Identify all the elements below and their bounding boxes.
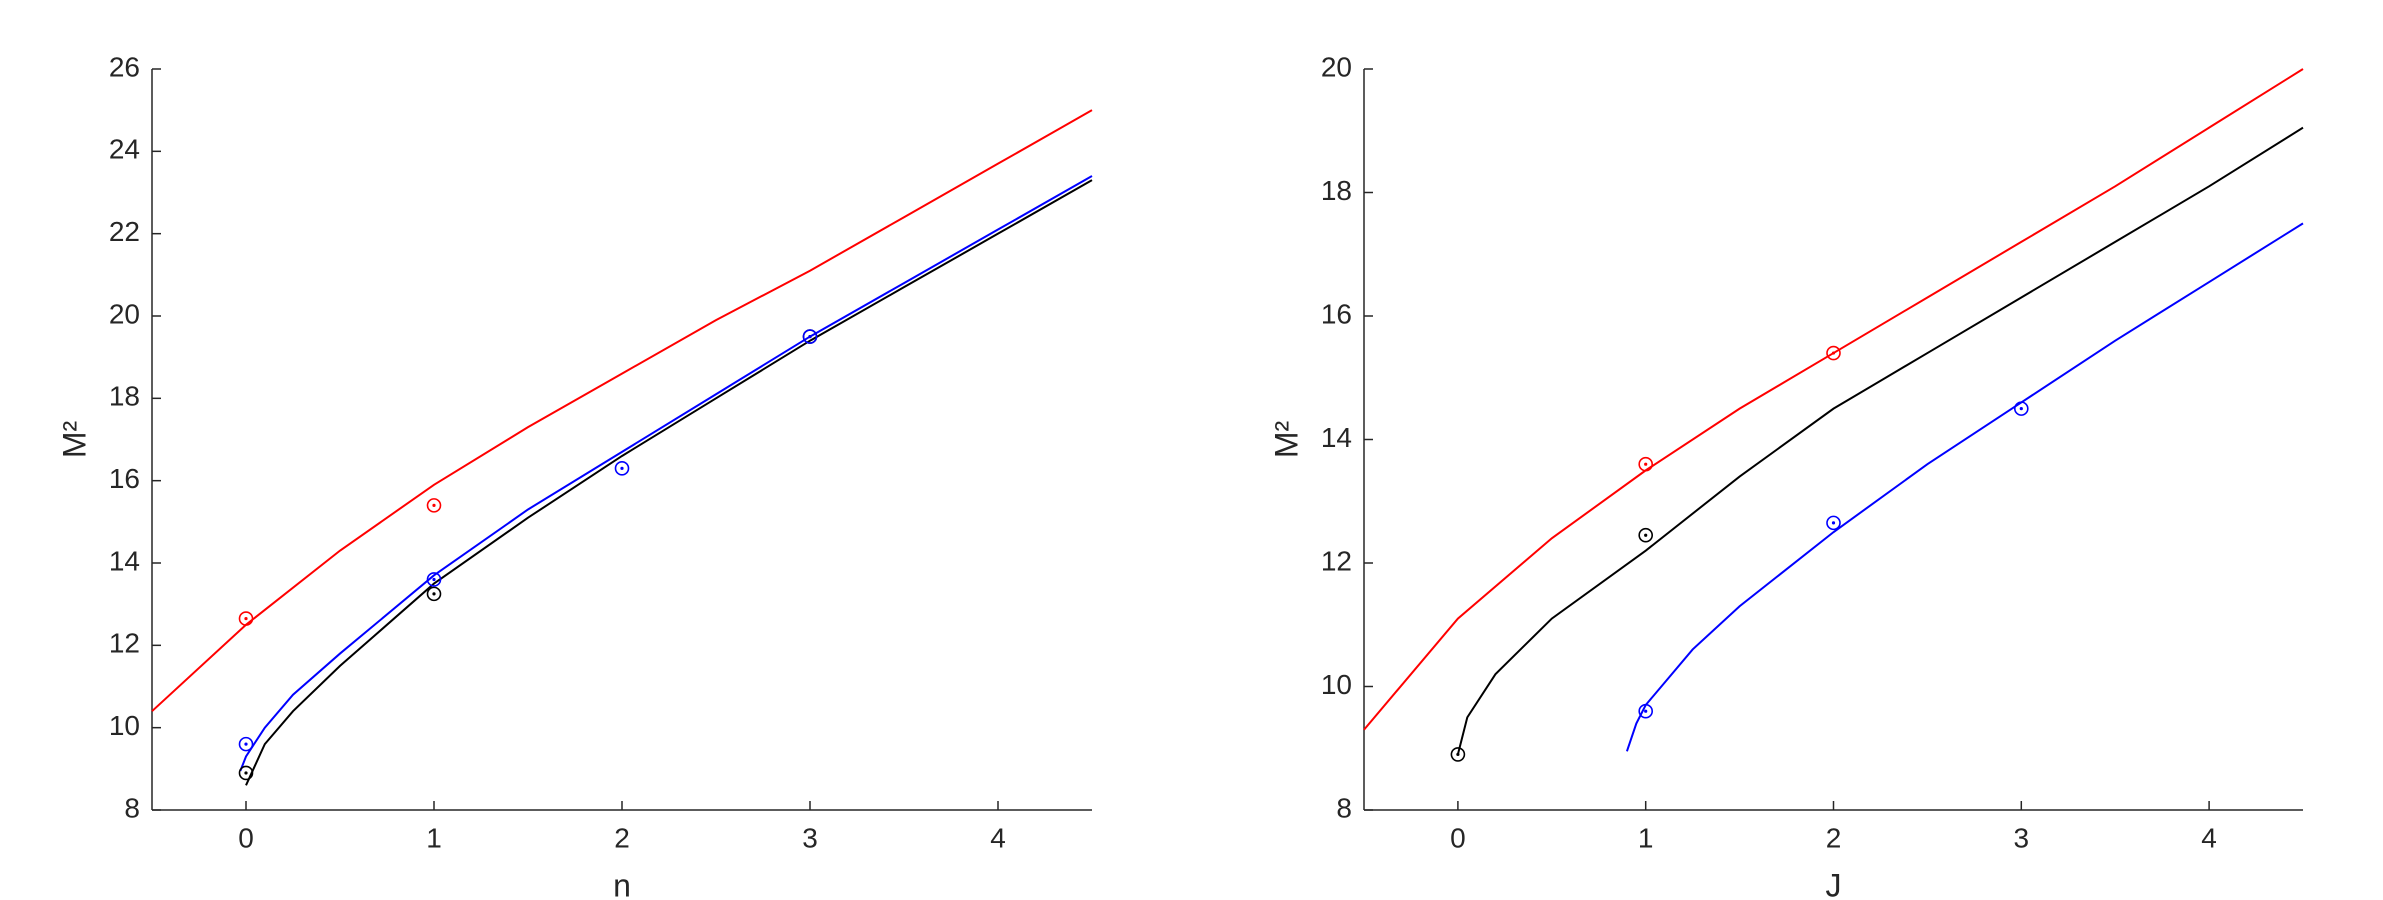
marker-dot	[1831, 521, 1836, 525]
marker-dot	[244, 771, 248, 775]
fit-curve	[1456, 126, 2304, 755]
marker-ring	[1638, 703, 1653, 719]
marker-ring	[426, 572, 442, 587]
data-point	[1450, 747, 1466, 762]
fit-curve	[1363, 68, 2304, 731]
y-tick-label: 8	[1336, 792, 1352, 823]
marker-dot	[432, 592, 436, 596]
marker-ring	[802, 329, 818, 344]
data-point	[1638, 527, 1653, 543]
data-point	[238, 611, 254, 626]
x-tick-label: 0	[1450, 822, 1466, 853]
marker-dot	[432, 503, 436, 507]
x-tick-label: 4	[2201, 822, 2217, 853]
marker-dot	[244, 616, 248, 621]
marker-ring	[1826, 345, 1841, 361]
y-tick-label: 10	[109, 710, 140, 741]
y-tick-label: 20	[1321, 51, 1352, 82]
y-tick-label: 14	[1321, 422, 1352, 453]
data-point	[238, 736, 254, 752]
x-tick-label: 0	[238, 822, 254, 853]
y-tick-label: 14	[109, 545, 140, 576]
data-point	[238, 765, 254, 781]
y-tick-label: 10	[1321, 669, 1352, 700]
fit-curve	[239, 175, 1093, 772]
data-point	[1826, 515, 1841, 531]
y-tick-label: 18	[1321, 175, 1352, 206]
marker-ring	[426, 586, 442, 602]
marker-dot	[2019, 407, 2023, 411]
marker-ring	[238, 765, 254, 781]
marker-ring	[614, 461, 630, 476]
y-tick-label: 26	[109, 51, 140, 82]
marker-ring	[1638, 456, 1653, 472]
marker-ring	[1638, 527, 1653, 543]
x-tick-label: 3	[2014, 822, 2030, 853]
x-tick-label: 1	[1638, 822, 1654, 853]
marker-dot	[1644, 462, 1648, 466]
y-axis-label: M²	[1268, 421, 1304, 459]
marker-dot	[1644, 709, 1648, 713]
marker-ring	[238, 611, 254, 626]
marker-dot	[1831, 351, 1836, 355]
data-point	[426, 498, 442, 513]
x-tick-label: 3	[802, 822, 818, 853]
y-tick-label: 16	[1321, 298, 1352, 329]
marker-dot	[1644, 533, 1648, 537]
x-axis-label: n	[613, 867, 631, 900]
data-point	[426, 586, 442, 602]
marker-dot	[1456, 752, 1460, 757]
data-point	[802, 329, 818, 344]
marker-ring	[2014, 401, 2029, 416]
x-tick-label: 1	[426, 822, 442, 853]
data-point	[1638, 456, 1653, 472]
marker-ring	[1450, 747, 1466, 762]
marker-dot	[244, 742, 248, 746]
marker-dot	[808, 334, 812, 339]
y-tick-label: 24	[109, 134, 140, 165]
data-point	[1638, 703, 1653, 719]
data-point	[426, 572, 442, 587]
y-tick-label: 12	[109, 628, 140, 659]
y-tick-label: 12	[1321, 545, 1352, 576]
y-tick-label: 16	[109, 463, 140, 494]
marker-dot	[620, 466, 624, 470]
x-tick-label: 2	[614, 822, 630, 853]
y-tick-label: 8	[124, 792, 140, 823]
x-axis-label: J	[1826, 867, 1842, 900]
data-point	[614, 461, 630, 476]
y-axis-label: M²	[56, 421, 92, 459]
marker-ring	[426, 498, 442, 513]
marker-ring	[238, 736, 254, 752]
y-tick-label: 22	[109, 216, 140, 247]
marker-ring	[1826, 515, 1841, 531]
y-tick-label: 18	[109, 381, 140, 412]
data-point	[1826, 345, 1841, 361]
y-tick-label: 20	[109, 298, 140, 329]
x-tick-label: 4	[990, 822, 1006, 853]
fit-curve	[245, 179, 1093, 786]
fit-curve	[151, 109, 1093, 712]
x-tick-label: 2	[1826, 822, 1842, 853]
fit-curve	[1625, 222, 2304, 752]
data-point	[2014, 401, 2029, 416]
marker-dot	[432, 577, 436, 582]
